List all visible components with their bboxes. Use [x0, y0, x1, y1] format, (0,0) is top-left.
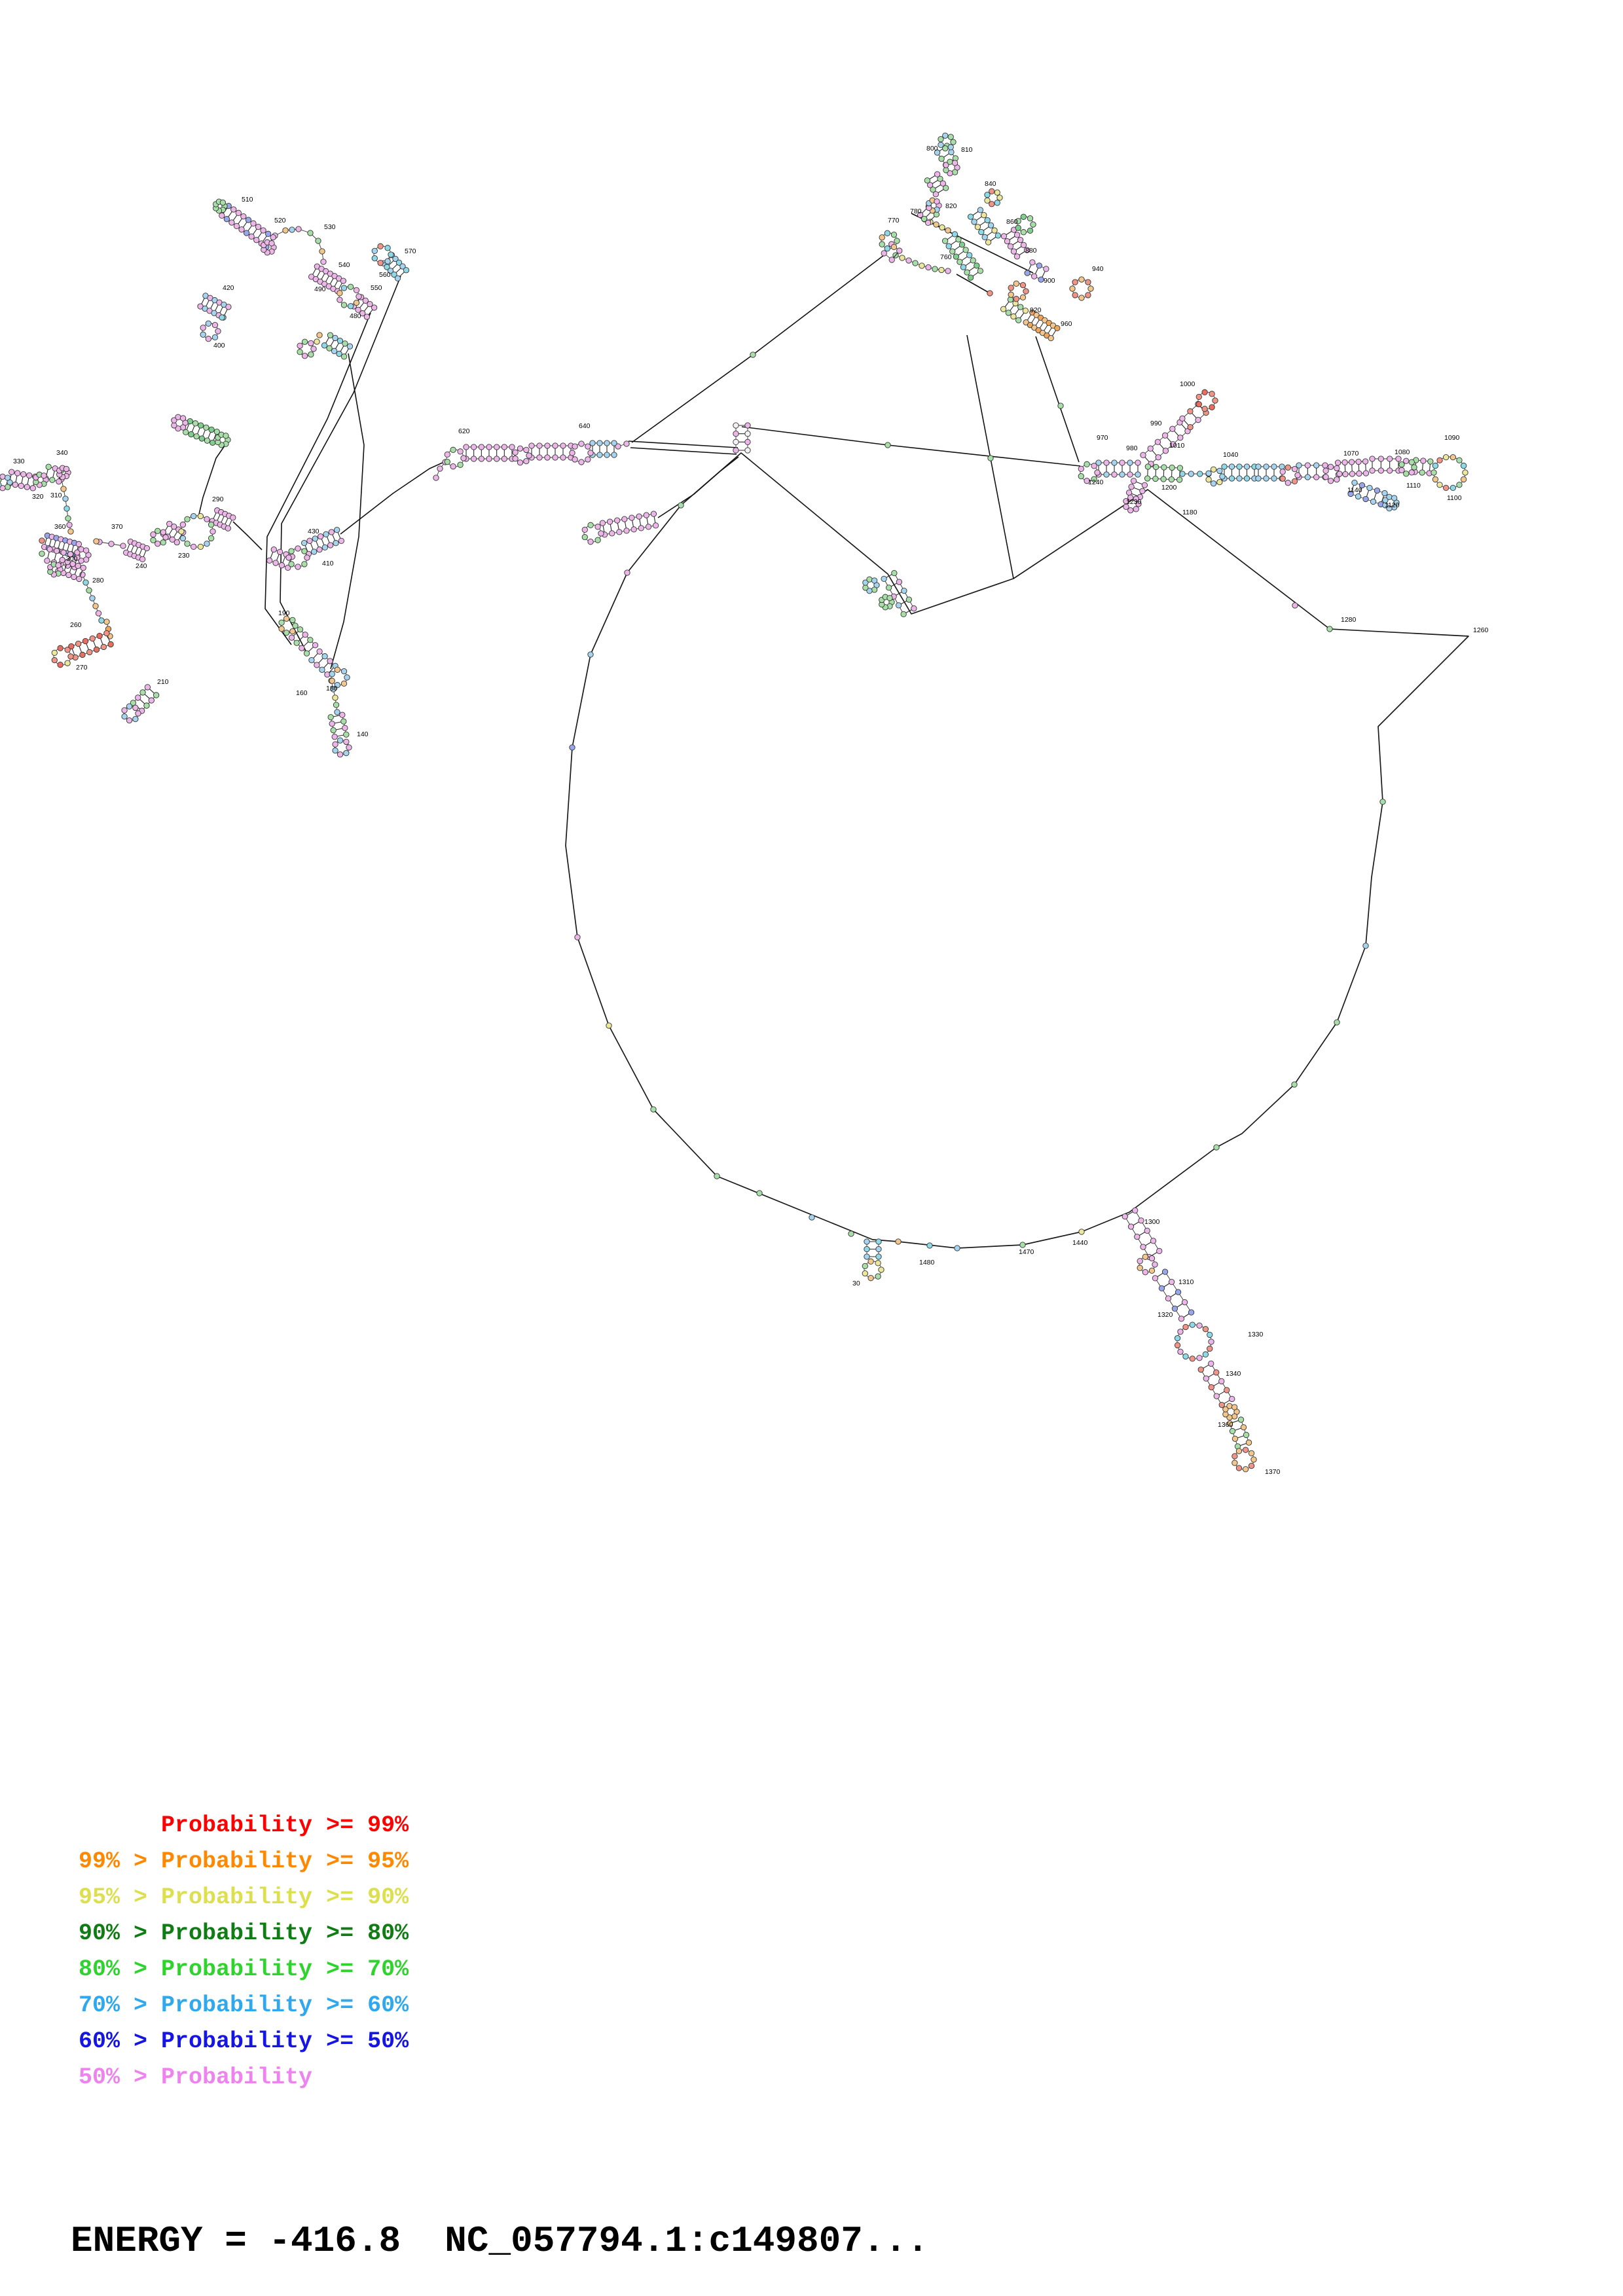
legend-row: 95% > Probability >= 90%: [79, 1884, 409, 1910]
nt-position-label: 480: [350, 312, 361, 320]
nt-position-label: 1100: [1447, 494, 1462, 502]
main-loop-outline: [565, 452, 1469, 1249]
nt-position-label: 820: [945, 202, 957, 210]
nt-position-label: 330: [13, 457, 25, 465]
legend-row: 99% > Probability >= 95%: [79, 1848, 409, 1874]
nt-position-label: 510: [242, 196, 253, 204]
helix-stems: [6, 143, 1434, 1450]
nt-position-label: 530: [324, 223, 336, 231]
nt-position-label: 400: [213, 342, 225, 350]
nt-position-label: 540: [338, 261, 350, 269]
nt-position-label: 1010: [1169, 442, 1185, 450]
position-labels: 800 810 820 780 770 760 840 860 880 900 940 960 920 9…: [13, 145, 1489, 1476]
legend-row: 60% > Probability >= 50%: [79, 2028, 409, 2054]
loop-rings: [0, 132, 1468, 1473]
nt-position-label: 1180: [1182, 509, 1197, 516]
nt-position-label: 1070: [1343, 450, 1359, 457]
nt-position-label: 1120: [1385, 501, 1400, 509]
legend-row: 90% > Probability >= 80%: [79, 1920, 409, 1946]
nt-position-label: 780: [910, 207, 922, 215]
nt-position-label: 1000: [1180, 380, 1195, 388]
nt-position-label: 920: [1030, 306, 1042, 314]
nt-position-label: 430: [308, 528, 319, 535]
nt-position-label: 900: [1044, 277, 1055, 285]
nt-position-label: 1310: [1178, 1278, 1194, 1286]
nt-position-label: 320: [32, 493, 44, 501]
nt-position-label: 980: [1126, 444, 1138, 452]
nt-position-label: 770: [888, 217, 900, 224]
nt-position-label: 360: [54, 523, 66, 531]
nt-position-label: 570: [405, 247, 416, 255]
nt-position-label: 970: [1097, 434, 1108, 442]
nt-position-label: 550: [371, 284, 382, 292]
nt-position-label: 310: [50, 492, 62, 499]
nt-position-label: 1360: [1218, 1421, 1233, 1429]
nt-position-label: 860: [1006, 218, 1018, 226]
nt-position-label: 1200: [1161, 484, 1177, 492]
nt-position-label: 1280: [1341, 616, 1357, 624]
nt-position-label: 1110: [1406, 482, 1421, 490]
nt-position-label: 760: [940, 253, 952, 261]
nt-position-label: 1240: [1088, 478, 1104, 486]
nt-position-label: 960: [1061, 320, 1072, 328]
legend-row: 80% > Probability >= 70%: [79, 1956, 409, 1982]
probability-legend: Probability >= 99% 99% > Probability >= 9…: [79, 1808, 409, 2096]
nt-position-label: 370: [111, 523, 123, 531]
nt-position-label: 1470: [1019, 1248, 1034, 1256]
nt-position-label: 990: [1150, 420, 1162, 427]
nt-position-label: 1370: [1265, 1468, 1281, 1476]
nt-position-label: 560: [379, 271, 391, 279]
nt-position-label: 270: [76, 664, 88, 672]
nt-position-label: 520: [274, 217, 286, 224]
nt-position-label: 810: [961, 146, 973, 154]
nt-position-label: 420: [223, 284, 234, 292]
nt-position-label: 1330: [1248, 1331, 1264, 1338]
nt-position-label: 1090: [1444, 434, 1460, 442]
nt-position-label: 240: [136, 562, 147, 570]
nt-position-label: 280: [92, 577, 104, 584]
nt-position-label: 410: [322, 560, 334, 567]
nt-position-label: 620: [458, 427, 470, 435]
nt-position-label: 190: [278, 609, 290, 617]
nt-position-label: 490: [314, 285, 326, 293]
nt-position-label: 1140: [1347, 486, 1362, 494]
energy-readout: ENERGY = -416.8 NC_057794.1:c149807...: [71, 2220, 929, 2262]
nt-position-label: 160: [296, 689, 308, 697]
nt-position-label: 1340: [1226, 1370, 1241, 1378]
legend-row: 70% > Probability >= 60%: [79, 1992, 409, 2018]
nt-position-label: 340: [56, 449, 68, 457]
nt-position-label: 840: [985, 180, 996, 188]
nt-position-label: 1440: [1072, 1239, 1088, 1247]
nt-position-label: 1080: [1395, 448, 1410, 456]
connector-strands: [198, 213, 1081, 670]
nt-position-label: 30: [852, 1280, 860, 1287]
nt-position-label: 880: [1025, 247, 1037, 255]
nt-position-label: 1040: [1223, 451, 1239, 459]
nt-position-label: 1300: [1144, 1218, 1160, 1226]
legend-row: Probability >= 99%: [79, 1812, 409, 1839]
nt-position-label: 800: [926, 145, 938, 152]
nt-position-label: 1320: [1158, 1311, 1173, 1319]
nt-position-label: 260: [70, 621, 82, 629]
nt-position-label: 290: [212, 495, 224, 503]
nt-position-label: 1230: [1126, 498, 1142, 506]
single-nucleotide-dots: [39, 290, 1386, 1251]
nt-position-label: 300: [66, 555, 78, 563]
nt-position-label: 180: [326, 685, 338, 692]
nt-position-label: 940: [1092, 265, 1104, 273]
nt-position-label: 140: [357, 730, 369, 738]
nt-position-label: 1480: [919, 1259, 935, 1266]
nt-position-label: 640: [579, 422, 591, 430]
nt-position-label: 1260: [1473, 626, 1489, 634]
nt-position-label: 210: [157, 678, 169, 686]
legend-row: 50% > Probability: [79, 2064, 313, 2090]
nt-position-label: 230: [178, 552, 190, 560]
